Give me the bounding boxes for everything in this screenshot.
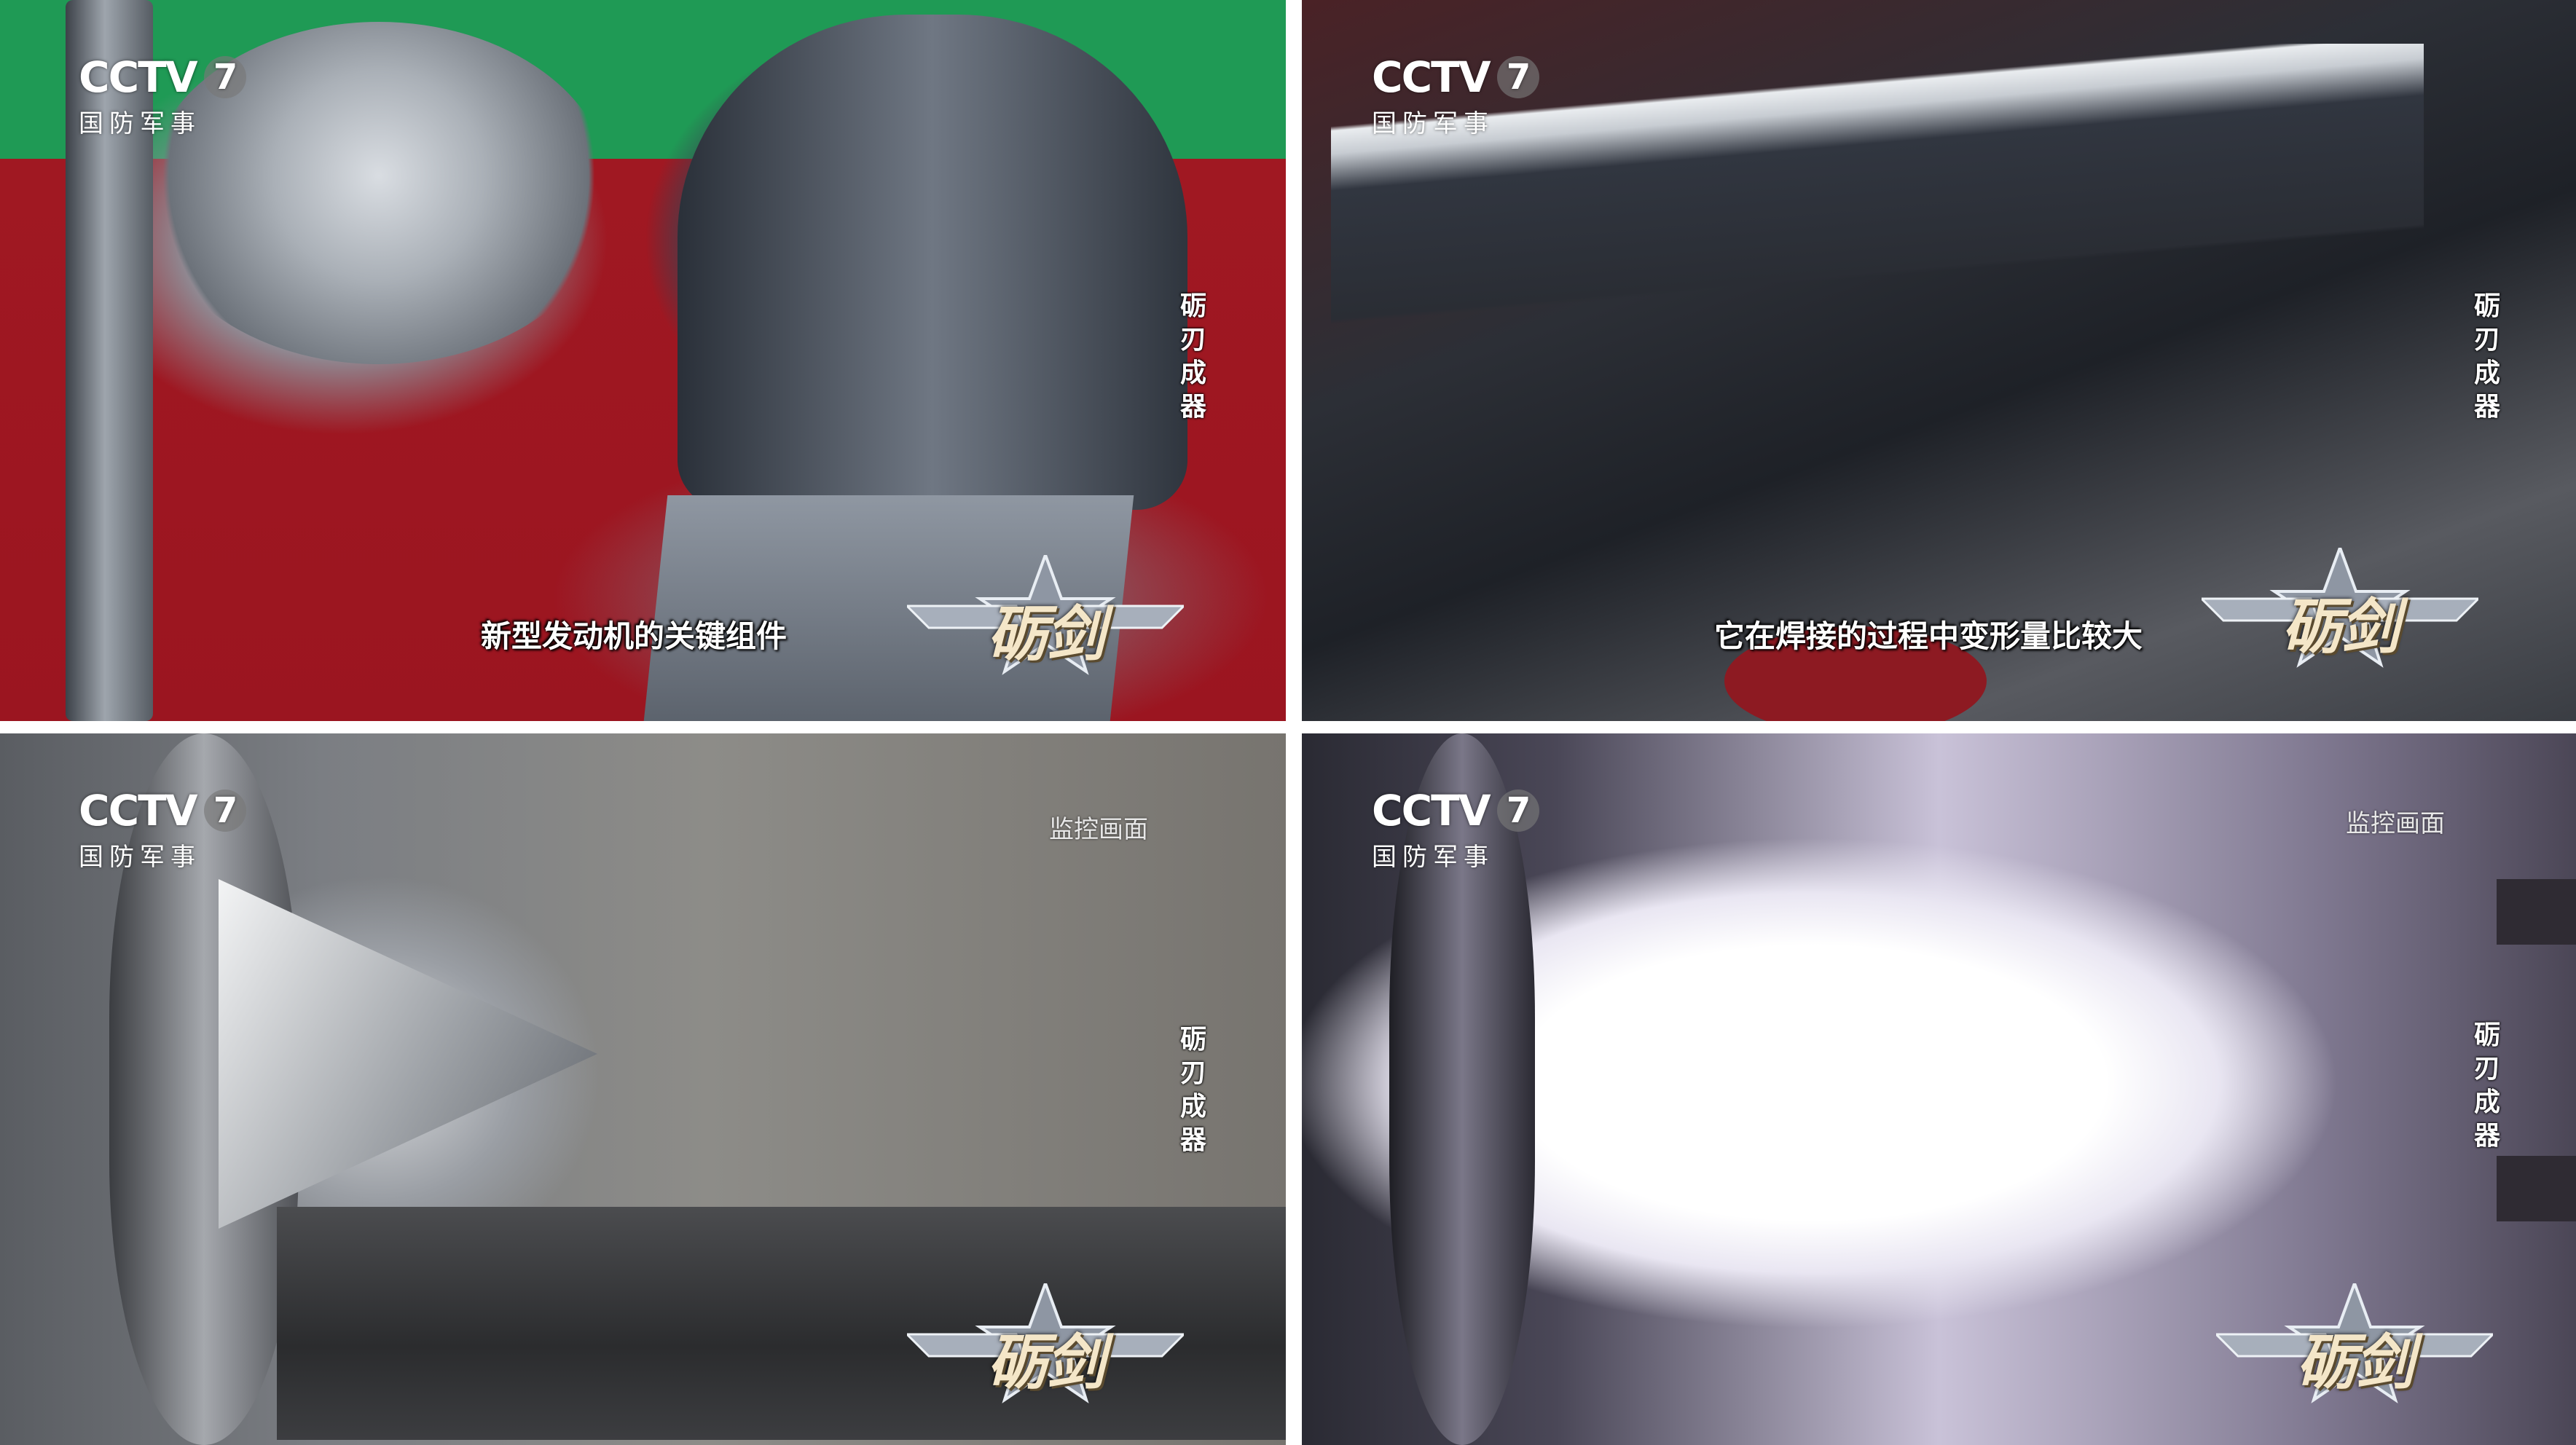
program-side-tag: 砺 刃 成 器: [2470, 1019, 2505, 1153]
side-tag-char: 器: [2473, 1121, 2500, 1151]
video-frame-welded-section: CCTV 7 国防军事 砺 刃 成 器 它在焊接的过程中变形量比较大 砺剑: [1302, 0, 2576, 721]
star-wings-emblem-icon: [2213, 1279, 2496, 1403]
logo-subtitle: 国防军事: [1372, 109, 1494, 138]
logo-brand: CCTV: [79, 786, 198, 835]
emblem-title: 砺剑: [987, 600, 1105, 669]
side-tag-char: 刃: [1179, 1058, 1206, 1088]
side-tag-char: 砺: [2473, 1020, 2500, 1050]
program-emblem: 砺剑: [2213, 1279, 2496, 1407]
side-tag-char: 成: [2473, 358, 2500, 388]
logo-channel: 7: [203, 56, 246, 98]
program-emblem: 砺剑: [2199, 543, 2481, 672]
emblem-title: 砺剑: [2296, 1328, 2414, 1398]
logo-subtitle: 国防军事: [1372, 843, 1494, 872]
logo-channel: 7: [1496, 790, 1539, 832]
star-wings-emblem-icon: [904, 551, 1187, 675]
emblem-title: 砺剑: [2282, 593, 2400, 662]
video-frame-engine-firing: CCTV 7 国防军事 监控画面 砺 刃 成 器 砺剑: [1302, 733, 2576, 1445]
red-opening-image: [1724, 626, 1987, 721]
surveillance-label: 监控画面: [1049, 815, 1148, 844]
star-wings-emblem-icon: [904, 1279, 1187, 1403]
side-tag-char: 成: [1179, 1092, 1206, 1122]
fixture-block-image: [2497, 879, 2576, 945]
program-side-tag: 砺 刃 成 器: [1176, 1023, 1211, 1157]
side-tag-char: 刃: [1179, 325, 1206, 355]
program-side-tag: 砺 刃 成 器: [2470, 290, 2505, 424]
fixture-block-image: [2497, 1156, 2576, 1221]
exhaust-pipe-image: [277, 1207, 1286, 1440]
cross-section-image: [1331, 44, 2424, 408]
side-tag-char: 刃: [2473, 1054, 2500, 1084]
emblem-title: 砺剑: [987, 1328, 1105, 1398]
program-emblem: 砺剑: [904, 1279, 1187, 1407]
cctv7-logo: CCTV 7 国防军事: [1372, 786, 1539, 873]
video-frame-test-chamber: CCTV 7 国防军事 监控画面 砺 刃 成 器 砺剑: [0, 733, 1286, 1445]
chamber-ring-image: [1389, 733, 1535, 1445]
side-tag-char: 砺: [1179, 291, 1206, 321]
logo-brand: CCTV: [1372, 786, 1491, 835]
program-side-tag: 砺 刃 成 器: [1176, 290, 1211, 424]
logo-channel: 7: [203, 790, 246, 832]
subtitle-caption: 它在焊接的过程中变形量比较大: [1714, 618, 2143, 654]
subtitle-caption: 新型发动机的关键组件: [481, 618, 788, 654]
video-frame-engine-components: CCTV 7 国防军事 砺 刃 成 器 新型发动机的关键组件 砺剑: [0, 0, 1286, 721]
logo-subtitle: 国防军事: [79, 843, 201, 872]
side-tag-char: 器: [1179, 392, 1206, 422]
side-tag-char: 砺: [2473, 291, 2500, 321]
side-tag-char: 成: [1179, 358, 1206, 388]
logo-brand: CCTV: [79, 52, 198, 102]
side-tag-char: 器: [2473, 392, 2500, 422]
side-tag-char: 成: [2473, 1087, 2500, 1117]
turbine-shaft-image: [66, 0, 153, 721]
engine-cutaway-image: [678, 15, 1187, 510]
cctv7-logo: CCTV 7 国防军事: [79, 52, 246, 139]
logo-subtitle: 国防军事: [79, 109, 201, 138]
side-tag-char: 器: [1179, 1125, 1206, 1155]
star-wings-emblem-icon: [2199, 543, 2481, 668]
logo-channel: 7: [1496, 56, 1539, 98]
side-tag-char: 砺: [1179, 1025, 1206, 1055]
surveillance-label: 监控画面: [2346, 809, 2445, 838]
nozzle-cone-image: [219, 879, 597, 1229]
logo-brand: CCTV: [1372, 52, 1491, 102]
cctv7-logo: CCTV 7 国防军事: [79, 786, 246, 873]
cctv7-logo: CCTV 7 国防军事: [1372, 52, 1539, 139]
side-tag-char: 刃: [2473, 325, 2500, 355]
program-emblem: 砺剑: [904, 551, 1187, 679]
